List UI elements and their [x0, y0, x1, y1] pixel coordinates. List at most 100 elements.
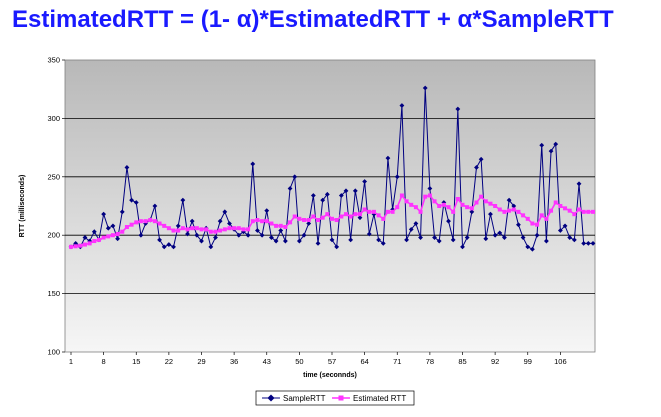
estimated-rtt-point [73, 244, 78, 249]
estimated-rtt-point [385, 209, 390, 214]
estimated-rtt-point [376, 213, 381, 218]
samplertt-point [166, 242, 172, 247]
legend: SampleRTT Estimated RTT [255, 390, 415, 406]
estimated-rtt-point [120, 229, 125, 234]
samplertt-point [488, 211, 493, 217]
estimated-rtt-point [241, 227, 246, 232]
x-tick-label: 99 [524, 357, 532, 366]
samplertt-point [460, 244, 465, 250]
samplertt-point [338, 193, 344, 198]
legend-estimated-label: Estimated RTT [353, 394, 406, 403]
x-tick-label: 57 [328, 357, 336, 366]
estimated-rtt-point [269, 221, 274, 226]
estimated-rtt-point [162, 223, 167, 228]
samplertt-point [455, 106, 461, 112]
x-tick-label: 43 [263, 357, 271, 366]
samplertt-point [427, 186, 433, 191]
estimated-rtt-point [260, 219, 265, 224]
samplertt-point [469, 209, 475, 215]
estimated-rtt-point [106, 234, 111, 239]
y-axis: 100 150 200 250 300 350 [47, 56, 65, 357]
samplertt-point [478, 156, 484, 162]
y-tick-label: 200 [47, 231, 60, 240]
estimated-rtt-point [465, 205, 470, 210]
estimated-rtt-point [302, 218, 307, 223]
estimated-rtt-point [399, 193, 404, 198]
estimated-rtt-point [353, 212, 358, 217]
estimated-rtt-point [199, 227, 204, 232]
estimated-rtt-point [311, 214, 316, 219]
x-tick-label: 1 [69, 357, 73, 366]
estimated-rtt-point [171, 228, 176, 233]
samplertt-point [110, 223, 116, 229]
estimated-rtt-point [516, 209, 521, 214]
gridlines [65, 118, 595, 295]
samplertt-point [82, 235, 88, 240]
estimated-rtt-point [446, 205, 451, 210]
samplertt-point [497, 230, 503, 236]
estimated-rtt-point [502, 209, 507, 214]
x-tick-label: 36 [230, 357, 238, 366]
samplertt-point [432, 235, 437, 240]
estimated-rtt-point [82, 242, 87, 247]
estimated-rtt-point [549, 208, 554, 213]
samplertt-point [217, 218, 223, 224]
samplertt-point [236, 232, 242, 238]
estimated-rtt-point [274, 223, 279, 228]
y-tick-label: 300 [47, 114, 60, 123]
samplertt-point [385, 155, 391, 161]
samplertt-point [208, 244, 214, 250]
estimated-rtt-point [334, 218, 339, 223]
estimated-rtt-point [232, 226, 237, 231]
estimated-rtt-point [176, 228, 181, 233]
estimated-rtt-point [581, 209, 586, 214]
samplertt-point [348, 237, 354, 243]
legend-estimated-marker [338, 395, 344, 401]
estimated-rtt-point [586, 209, 591, 214]
estimated-rtt-point [381, 216, 386, 221]
estimated-rtt-point [283, 225, 288, 230]
estimated-rtt-point [222, 227, 227, 232]
estimated-rtt-point [115, 232, 120, 237]
y-tick-label: 250 [47, 172, 60, 181]
estimated-rtt-point [138, 219, 143, 224]
estimated-rtt-point [525, 216, 530, 221]
estimated-rtt-point [572, 212, 577, 217]
samplertt-point [264, 208, 270, 214]
estimated-rtt-point [441, 202, 446, 207]
estimated-rtt-point [320, 215, 325, 220]
estimated-rtt-point [96, 237, 101, 242]
estimated-rtt-point [413, 205, 418, 210]
estimated-rtt-point [591, 209, 595, 214]
estimated-rtt-point [563, 206, 568, 211]
y-tick-label: 350 [47, 56, 60, 65]
samplertt-point [259, 232, 265, 238]
estimated-rtt-point [152, 219, 157, 224]
x-tick-label: 64 [360, 357, 368, 366]
estimated-rtt-point [288, 220, 293, 225]
samplertt-point [306, 221, 312, 226]
estimated-rtt-point [427, 193, 432, 198]
samplertt-point [422, 85, 428, 91]
legend-sample-label: SampleRTT [283, 394, 326, 403]
estimated-rtt-point [134, 220, 139, 225]
estimated-rtt-point [357, 212, 362, 217]
samplertt-point [394, 174, 400, 180]
estimated-rtt-point [488, 201, 493, 206]
estimated-rtt-point [530, 221, 535, 226]
estimated-rtt-point [236, 226, 241, 231]
x-axis: 1 8 15 22 29 36 43 50 57 64 71 78 85 92 99 106 [69, 352, 567, 366]
estimated-rtt-point [423, 194, 428, 199]
samplertt-point [502, 235, 507, 240]
estimated-rtt-point [474, 200, 479, 205]
estimated-rtt-point [511, 207, 516, 212]
slide-title: EstimatedRTT = (1- α)*EstimatedRTT + α*S… [12, 6, 614, 33]
estimated-rtt-point [92, 239, 97, 244]
estimated-rtt-point [87, 241, 92, 246]
samplertt-point [255, 228, 260, 233]
estimated-rtt-point [246, 227, 251, 232]
samplertt-point [269, 235, 274, 240]
estimated-rtt-point [371, 209, 376, 214]
samplertt-point [282, 238, 288, 244]
samplertt-point [474, 165, 479, 170]
